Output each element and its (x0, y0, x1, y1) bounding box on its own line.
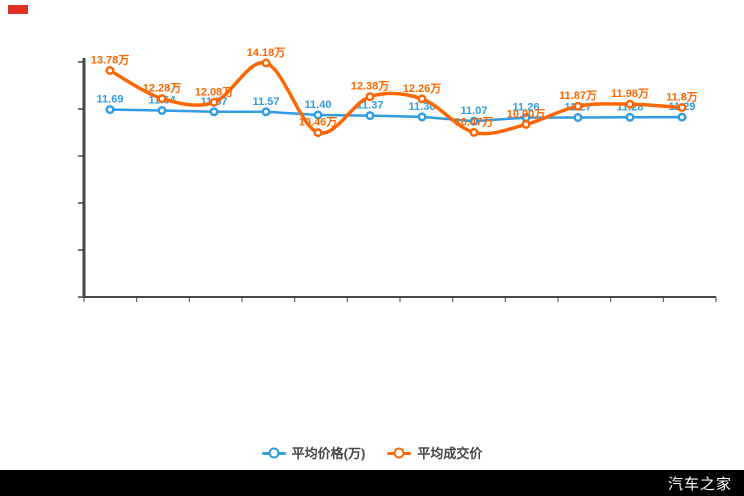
data-label: 13.78万 (91, 54, 130, 67)
chart-legend: 平均价格(万) 平均成交价 (0, 441, 744, 465)
legend-dot-icon (393, 447, 405, 459)
legend-item-avg-price[interactable]: 平均价格(万) (261, 445, 366, 461)
data-point-marker-center (160, 108, 164, 113)
series-平均成交价: 13.78万 12.28万 12.08万 14.18万 10.46万 12.38万 12.2… (91, 46, 698, 138)
watermark-bar: 汽车之家 (0, 470, 744, 496)
data-point-marker-center (108, 107, 112, 112)
data-point-marker-center (576, 104, 580, 109)
data-label: 14.18万 (247, 46, 286, 59)
data-point-marker-center (264, 109, 268, 114)
data-label: 11.07 (461, 105, 488, 117)
series-line (108, 108, 684, 123)
data-point-marker-center (524, 115, 528, 120)
data-label: 10.46万 (299, 116, 338, 129)
data-label: 11.98万 (611, 87, 649, 100)
data-point-marker-center (264, 61, 268, 65)
series-平均价格(万): 11.6911.6411.5711.5711.4011.3711.3011.07… (97, 94, 695, 126)
data-label: 12.38万 (351, 80, 390, 93)
legend-dot-icon (268, 447, 280, 459)
data-label: 12.08万 (195, 85, 234, 98)
data-label: 10.90万 (507, 107, 546, 120)
data-point-marker-center (628, 115, 632, 120)
data-point-marker-center (680, 115, 684, 120)
data-point-marker-center (628, 102, 632, 107)
red-badge (8, 5, 28, 14)
legend-label: 平均价格(万) (291, 445, 366, 461)
data-label: 11.69 (97, 94, 124, 106)
price-trend-chart: 11.6911.6411.5711.5711.4011.3711.3011.07… (78, 46, 717, 302)
data-point-marker-center (368, 94, 372, 99)
data-point-marker-center (368, 113, 372, 118)
data-label: 12.26万 (403, 82, 442, 95)
watermark-text: 汽车之家 (667, 475, 732, 493)
data-point-marker-center (524, 122, 528, 127)
data-point-marker-center (680, 105, 684, 110)
data-point-marker-center (420, 114, 424, 119)
data-point-marker-center (212, 100, 216, 105)
data-point-marker-center (316, 113, 320, 117)
data-label: 11.26 (513, 102, 540, 114)
data-point-marker-center (420, 96, 424, 101)
axes (78, 58, 717, 302)
legend-item-avg-deal-price[interactable]: 平均成交价 (387, 447, 482, 460)
legend-line-marker-icon (387, 447, 412, 459)
data-point-marker-center (316, 130, 320, 135)
data-label: 12.28万 (143, 82, 182, 95)
data-label: 10.47万 (455, 115, 494, 128)
data-point-marker-center (472, 119, 476, 124)
data-label: 11.40 (305, 99, 332, 111)
data-point-marker-center (576, 115, 580, 120)
data-point-marker-center (212, 109, 216, 114)
data-label: 11.57 (253, 96, 280, 108)
legend-label: 平均成交价 (417, 445, 483, 461)
legend-line-marker-icon (261, 447, 286, 459)
data-label: 11.8万 (666, 91, 698, 104)
data-point-marker-center (160, 96, 164, 101)
data-point-marker-center (108, 68, 112, 73)
data-point-marker-center (472, 130, 476, 135)
data-label: 11.87万 (559, 89, 597, 102)
